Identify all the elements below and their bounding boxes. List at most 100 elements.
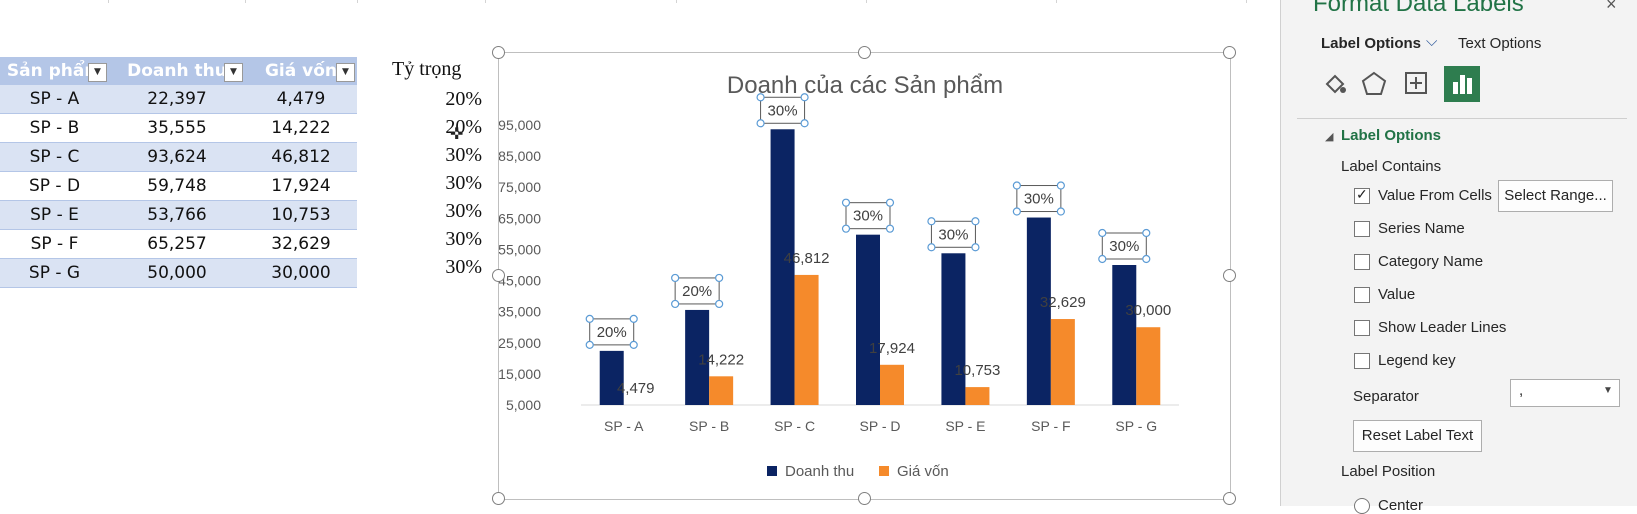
close-icon[interactable]: × (1606, 0, 1617, 14)
label-handle[interactable] (927, 217, 936, 226)
data-label-box[interactable] (674, 277, 720, 305)
cell-revenue[interactable]: 22,397 (109, 85, 245, 114)
bar-revenue[interactable] (770, 129, 795, 405)
resize-handle[interactable] (858, 492, 871, 505)
chart-title[interactable]: Doanh của các Sản phẩm (727, 72, 1003, 99)
select-range-button[interactable]: Select Range... (1498, 180, 1613, 212)
data-label-ratio[interactable]: 20% (597, 324, 627, 341)
ratio-cell[interactable]: 30% (445, 144, 482, 166)
bar-revenue[interactable] (1026, 217, 1051, 405)
cell-product[interactable]: SP - C (0, 142, 109, 172)
ratio-cell[interactable]: 30% (445, 200, 482, 222)
bar-revenue[interactable] (856, 234, 880, 405)
ratio-cell[interactable]: 30% (445, 172, 482, 194)
data-label-box[interactable] (930, 220, 976, 248)
data-label-cost[interactable]: 4,479 (617, 380, 655, 397)
label-handle[interactable] (671, 273, 680, 283)
cell-revenue[interactable]: 53,766 (109, 200, 245, 230)
cell-revenue[interactable]: 59,748 (109, 171, 245, 201)
cell-revenue[interactable]: 35,555 (109, 113, 245, 143)
data-label-ratio[interactable]: 30% (1024, 191, 1054, 208)
label-handle[interactable] (800, 119, 809, 128)
label-handle[interactable] (1012, 207, 1021, 216)
label-handle[interactable] (756, 119, 765, 128)
label-handle[interactable] (715, 299, 724, 309)
checkbox-value-from-cells[interactable]: ✓ (1354, 186, 1370, 204)
cell-cost[interactable]: 10,753 (245, 200, 357, 230)
data-label-cost[interactable]: 10,753 (954, 362, 1000, 379)
checkbox-legend-key[interactable] (1354, 353, 1370, 369)
resize-handle[interactable] (1223, 492, 1236, 505)
tab-label-options[interactable]: Label Options (1321, 35, 1422, 52)
data-label-ratio[interactable]: 20% (682, 283, 712, 300)
size-properties-icon[interactable] (1401, 68, 1431, 98)
data-label-ratio[interactable]: 30% (853, 208, 883, 225)
checkbox-category-name[interactable] (1354, 254, 1370, 270)
effects-icon[interactable] (1359, 68, 1389, 98)
collapse-triangle-icon[interactable]: ◢ (1325, 131, 1334, 143)
label-handle[interactable] (800, 93, 809, 102)
bar-cost[interactable] (794, 274, 819, 405)
resize-handle[interactable] (1223, 46, 1236, 59)
label-handle[interactable] (1056, 181, 1065, 190)
filter-dropdown-icon[interactable]: ▼ (224, 63, 243, 82)
tab-text-options[interactable]: Text Options (1458, 35, 1542, 52)
cell-product[interactable]: SP - A (0, 85, 109, 114)
label-handle[interactable] (629, 314, 638, 323)
resize-handle[interactable] (1223, 269, 1236, 282)
filter-dropdown-icon[interactable]: ▼ (336, 63, 355, 82)
bar-cost[interactable] (880, 364, 904, 405)
data-label-box[interactable] (1016, 185, 1062, 213)
label-handle[interactable] (927, 243, 936, 252)
bar-revenue[interactable] (599, 350, 624, 405)
ratio-cell[interactable]: 20% (445, 116, 482, 138)
label-handle[interactable] (1098, 228, 1107, 238)
data-label-box[interactable] (1101, 232, 1147, 260)
radio-center[interactable] (1354, 498, 1370, 514)
label-options-bar-icon[interactable] (1444, 66, 1480, 102)
label-handle[interactable] (1142, 254, 1151, 264)
bar-cost[interactable] (709, 376, 734, 405)
header-cost[interactable]: Giá vốn ▼ (245, 57, 357, 85)
label-handle[interactable] (629, 340, 638, 349)
cell-product[interactable]: SP - F (0, 229, 109, 259)
ratio-cell[interactable]: 30% (445, 256, 482, 278)
label-handle[interactable] (585, 314, 594, 323)
bar-cost[interactable] (1136, 327, 1161, 405)
ratio-cell[interactable]: 20% (445, 88, 482, 110)
cell-cost[interactable]: 46,812 (245, 142, 357, 172)
label-handle[interactable] (841, 198, 851, 207)
label-handle[interactable] (841, 224, 851, 233)
label-handle[interactable] (971, 243, 980, 252)
cell-cost[interactable]: 17,924 (245, 171, 357, 201)
data-label-box[interactable] (589, 318, 635, 346)
worksheet[interactable]: Sản phẩm ▼ Doanh thu ▼ Giá vốn ▼ SP - A 22,3… (0, 0, 1280, 506)
filter-dropdown-icon[interactable]: ▼ (88, 63, 107, 82)
cell-cost[interactable]: 30,000 (245, 258, 357, 288)
separator-dropdown[interactable]: , ▼ (1510, 379, 1620, 407)
cell-cost[interactable]: 14,222 (245, 113, 357, 143)
resize-handle[interactable] (858, 46, 871, 59)
label-handle[interactable] (671, 299, 680, 309)
header-revenue[interactable]: Doanh thu ▼ (109, 57, 245, 85)
data-label-cost[interactable]: 30,000 (1125, 302, 1171, 319)
resize-handle[interactable] (492, 46, 505, 59)
legend-entry[interactable]: Giá vốn (897, 463, 949, 480)
header-product[interactable]: Sản phẩm ▼ (0, 57, 109, 85)
bar-revenue[interactable] (941, 253, 966, 405)
label-handle[interactable] (1056, 207, 1065, 216)
cell-product[interactable]: SP - D (0, 171, 109, 201)
cell-product[interactable]: SP - B (0, 113, 109, 143)
checkbox-series-name[interactable] (1354, 221, 1370, 237)
data-label-box[interactable] (760, 96, 806, 124)
resize-handle[interactable] (492, 492, 505, 505)
data-label-ratio[interactable]: 30% (938, 226, 968, 243)
checkbox-show-leader-lines[interactable] (1354, 320, 1370, 336)
cell-cost[interactable]: 32,629 (245, 229, 357, 259)
label-handle[interactable] (585, 340, 594, 349)
bar-revenue[interactable] (685, 309, 710, 405)
bar-cost[interactable] (965, 387, 990, 405)
resize-handle[interactable] (492, 269, 505, 282)
reset-label-text-button[interactable]: Reset Label Text (1353, 420, 1482, 452)
label-handle[interactable] (1012, 181, 1021, 190)
